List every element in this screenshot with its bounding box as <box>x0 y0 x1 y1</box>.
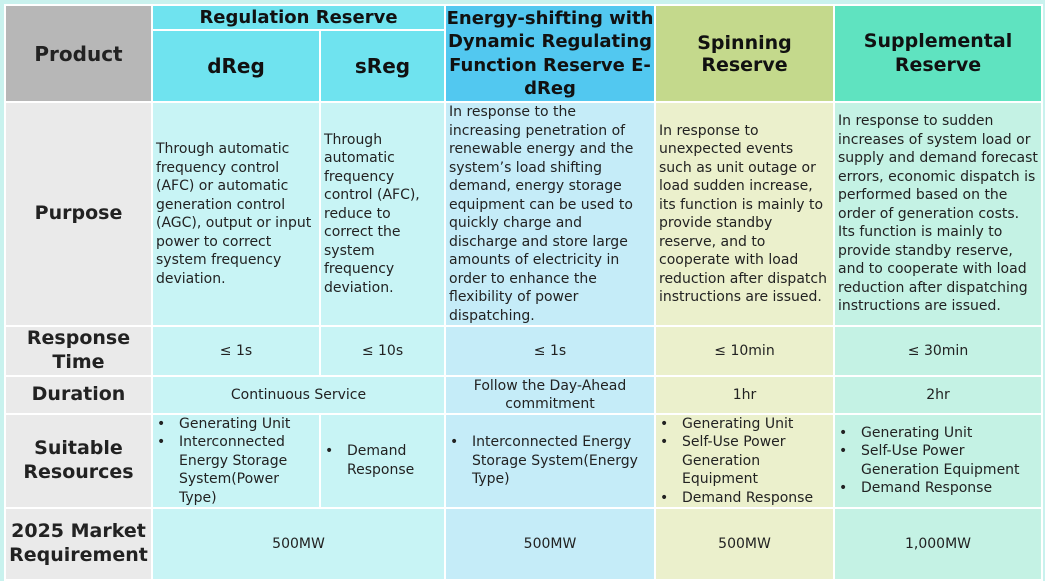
market-requirement-edreg: 500MW <box>446 509 654 579</box>
resources-list-dreg: Generating Unit Interconnected Energy St… <box>153 415 319 508</box>
duration-edreg: Follow the Day-Ahead commitment <box>446 376 654 413</box>
list-item: Generating Unit <box>656 415 833 434</box>
sreg-header: sReg <box>321 31 444 101</box>
market-requirement-spinning: 500MW <box>656 509 833 579</box>
edreg-header: Energy-shifting with Dynamic Regulating … <box>446 6 654 101</box>
duration-regulation: Continuous Service <box>153 376 444 413</box>
resources-list-supplemental: Generating Unit Self-Use Power Generatio… <box>835 424 1041 498</box>
suitable-resources-dreg: Generating Unit Interconnected Energy St… <box>153 414 319 508</box>
purpose-supplemental: In response to sudden increases of syste… <box>835 103 1041 325</box>
list-item: Generating Unit <box>835 424 1041 443</box>
spinning-reserve-header: Spinning Reserve <box>656 6 833 101</box>
response-time-edreg: ≤ 1s <box>446 327 654 375</box>
list-item: Demand Response <box>835 479 1041 498</box>
suitable-resources-label: Suitable Resources <box>6 414 151 507</box>
purpose-spinning: In response to unexpected events such as… <box>656 103 833 325</box>
regulation-reserve-header: Regulation Reserve <box>153 6 444 29</box>
purpose-label: Purpose <box>6 103 151 325</box>
market-requirement-label: 2025 Market Requirement <box>6 509 151 579</box>
duration-label: Duration <box>6 376 151 413</box>
list-item: Interconnected Energy Storage System(Ene… <box>446 433 654 489</box>
response-time-supplemental: ≤ 30min <box>835 327 1041 375</box>
resources-list-sreg: Demand Response <box>321 442 444 479</box>
response-time-sreg: ≤ 10s <box>321 327 444 375</box>
suitable-resources-edreg: Interconnected Energy Storage System(Ene… <box>446 414 654 507</box>
response-time-label: Response Time <box>6 327 151 375</box>
duration-spinning: 1hr <box>656 376 833 413</box>
suitable-resources-supplemental: Generating Unit Self-Use Power Generatio… <box>835 414 1041 507</box>
list-item: Generating Unit <box>153 415 319 434</box>
dreg-header: dReg <box>153 31 319 101</box>
purpose-dreg: Through automatic frequency control (AFC… <box>153 103 319 325</box>
response-time-dreg: ≤ 1s <box>153 327 319 375</box>
response-time-spinning: ≤ 10min <box>656 327 833 375</box>
list-item: Demand Response <box>656 489 833 508</box>
resources-list-edreg: Interconnected Energy Storage System(Ene… <box>446 433 654 489</box>
product-header: Product <box>6 6 151 101</box>
list-item: Demand Response <box>321 442 444 479</box>
market-requirement-regulation: 500MW <box>153 509 444 579</box>
supplemental-reserve-header: Supplemental Reserve <box>835 6 1041 101</box>
list-item: Interconnected Energy Storage System(Pow… <box>153 433 319 507</box>
list-item: Self-Use Power Generation Equipment <box>656 433 833 489</box>
suitable-resources-sreg: Demand Response <box>321 414 444 507</box>
reserve-products-table: Product Regulation Reserve Energy-shifti… <box>4 4 1043 581</box>
duration-supplemental: 2hr <box>835 376 1041 413</box>
purpose-sreg: Through automatic frequency control (AFC… <box>321 103 444 325</box>
reserve-products-table-container: Product Regulation Reserve Energy-shifti… <box>4 4 1043 581</box>
market-requirement-supplemental: 1,000MW <box>835 509 1041 579</box>
suitable-resources-spinning: Generating Unit Self-Use Power Generatio… <box>656 414 833 508</box>
resources-list-spinning: Generating Unit Self-Use Power Generatio… <box>656 415 833 508</box>
list-item: Self-Use Power Generation Equipment <box>835 442 1041 479</box>
purpose-edreg: In response to the increasing penetratio… <box>446 103 654 325</box>
